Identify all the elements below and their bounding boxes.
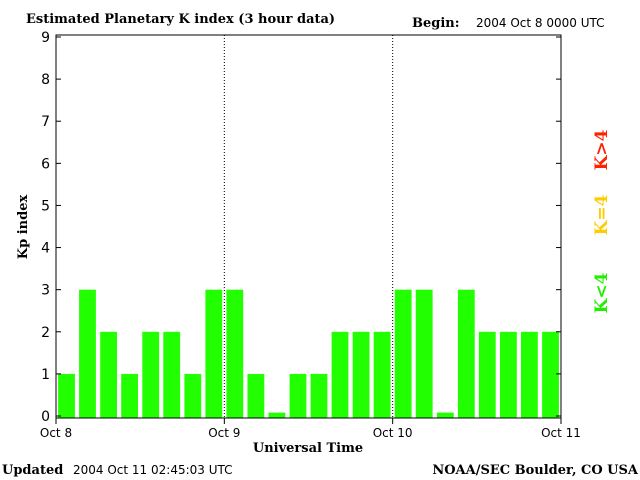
y-tick-label: 6 <box>41 156 50 172</box>
kp-bar <box>521 331 538 418</box>
kp-bar <box>268 412 286 418</box>
kp-bar <box>352 331 370 418</box>
kp-bar <box>100 331 117 418</box>
kp-bar <box>542 331 559 418</box>
x-tick-label: Oct 9 <box>208 426 240 440</box>
plot-frame <box>55 34 562 419</box>
y-tick-label: 8 <box>41 72 50 88</box>
kp-bar <box>415 289 433 418</box>
begin-value: 2004 Oct 8 0000 UTC <box>476 16 605 30</box>
kp-bar <box>226 289 244 418</box>
x-tick-label: Oct 8 <box>40 426 72 440</box>
y-tick-label: 1 <box>41 367 50 383</box>
legend-k-greater-4: K>4 <box>592 129 612 170</box>
kp-bar <box>436 412 454 418</box>
y-tick-label: 5 <box>41 198 50 214</box>
kp-bar <box>331 331 349 418</box>
y-tick-label: 9 <box>41 30 50 46</box>
bars-group <box>58 289 559 418</box>
kp-bar <box>184 373 202 418</box>
y-tick-label: 0 <box>41 409 50 425</box>
kp-bar <box>163 331 181 418</box>
x-axis-ticks: Oct 8 Oct 9 Oct 10 Oct 11 <box>40 418 581 440</box>
kp-bar <box>373 331 391 418</box>
kp-bar <box>310 373 328 418</box>
y-tick-label: 4 <box>41 241 50 257</box>
x-axis-label: Universal Time <box>253 441 363 456</box>
day-dividers <box>223 35 394 418</box>
source-credit: NOAA/SEC Boulder, CO USA <box>432 463 639 478</box>
x-tick-label: Oct 10 <box>373 426 413 440</box>
kp-bar <box>457 289 475 418</box>
kp-bar <box>289 373 307 418</box>
kp-bar <box>205 289 223 418</box>
kp-bar <box>121 373 138 418</box>
begin-label: Begin: <box>412 16 460 31</box>
y-axis-ticks: 0 1 2 3 4 5 6 7 8 9 <box>41 30 561 425</box>
kp-bar <box>478 331 496 418</box>
updated-value: 2004 Oct 11 02:45:03 UTC <box>73 463 233 477</box>
kp-bar <box>500 331 517 418</box>
legend-k-less-4: K<4 <box>592 272 612 313</box>
y-tick-label: 2 <box>41 325 50 341</box>
y-tick-label: 7 <box>41 114 50 130</box>
kp-bar <box>79 289 96 418</box>
legend-k-equal-4: K=4 <box>592 194 612 235</box>
y-tick-label: 3 <box>41 283 50 299</box>
x-tick-label: Oct 11 <box>541 426 581 440</box>
kp-bar <box>142 331 160 418</box>
updated-label: Updated <box>2 463 63 478</box>
chart-title: Estimated Planetary K index (3 hour data… <box>26 12 335 27</box>
y-axis-label: Kp index <box>16 195 31 260</box>
kp-bar <box>394 289 412 418</box>
kp-bar <box>247 373 265 418</box>
kp-bar <box>58 373 75 418</box>
